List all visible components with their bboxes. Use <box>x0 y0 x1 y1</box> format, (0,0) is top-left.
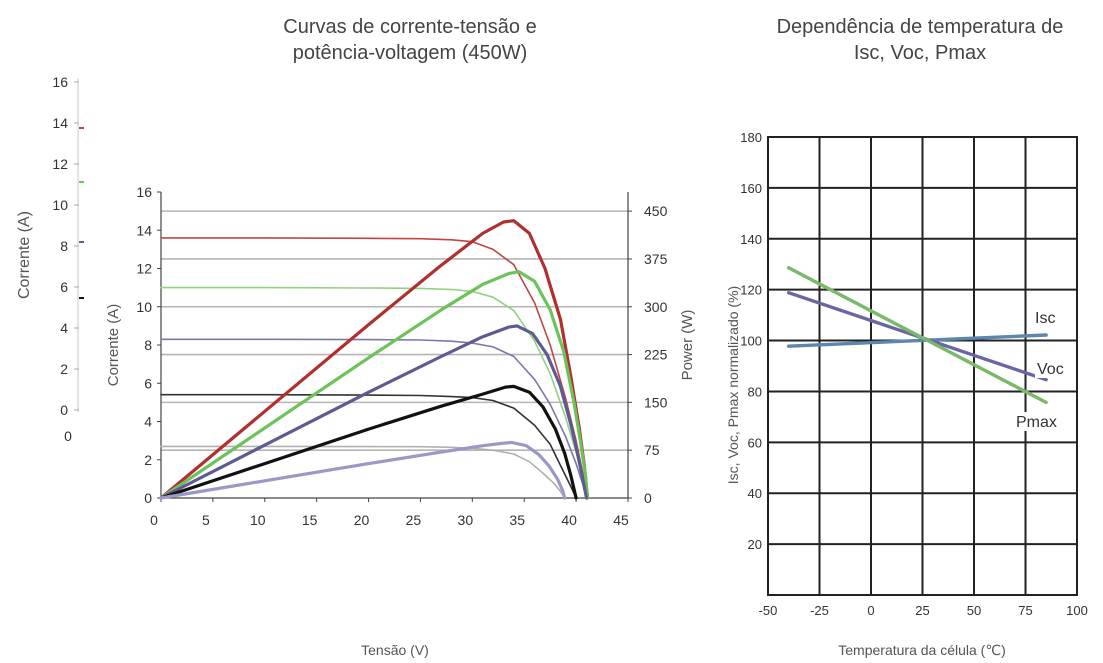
ghost-y-tick-label: 14 <box>52 115 68 131</box>
temp-x-tick-label: -25 <box>810 603 829 618</box>
temp-y-tick-label: 120 <box>740 283 762 298</box>
temp-series-label-bg <box>1035 359 1068 378</box>
temp-series-label-voc: Voc <box>1037 361 1064 378</box>
temp-series-isc <box>786 333 1048 348</box>
iv-y-tick-label: 2 <box>144 452 152 468</box>
iv-x-tick-label: 30 <box>458 512 474 528</box>
iv-y-axis-label: Corrente (A) <box>105 304 122 387</box>
temp-x-tick-label: 75 <box>1018 603 1032 618</box>
iv-curve-2 <box>160 338 588 499</box>
pv-curve-2 <box>159 324 589 500</box>
ghost-y-tick-label: 16 <box>52 74 68 90</box>
temp-x-tick-label: -50 <box>759 603 778 618</box>
iv-x-tick-label: 20 <box>354 512 370 528</box>
iv-y2-tick-label: 0 <box>644 490 652 506</box>
iv-x-tick-label: 5 <box>202 512 210 528</box>
temp-x-axis-label: Temperatura da célula (℃) <box>838 642 1005 658</box>
temp-x-tick-label: 100 <box>1066 603 1088 618</box>
iv-y-tick-label: 10 <box>136 299 152 315</box>
iv-y2-axis-label: Power (W) <box>679 310 696 381</box>
iv-y2-tick-label: 375 <box>644 251 668 267</box>
iv-x-tick-label: 25 <box>406 512 422 528</box>
iv-x-tick-label: 15 <box>302 512 318 528</box>
temp-y-axis-label: Isc, Voc, Pmax normalizado (%) <box>725 286 741 484</box>
temp-y-tick-label: 160 <box>740 181 762 196</box>
temp-y-tick-label: 40 <box>748 486 762 501</box>
ghost-y-tick-label: 2 <box>60 361 68 377</box>
iv-x-tick-label: 35 <box>509 512 525 528</box>
iv-curve-4 <box>160 445 566 499</box>
iv-y2-tick-label: 150 <box>644 394 668 410</box>
temp-series-label-bg <box>1033 308 1066 327</box>
ghost-y-axis-label: Corrente (A) <box>16 211 33 299</box>
pv-curve-1 <box>159 270 590 500</box>
temp-series-label-isc: Isc <box>1035 310 1055 327</box>
temp-series-label-bg <box>1014 412 1056 431</box>
temp-y-tick-label: 140 <box>740 232 762 247</box>
temp-x-tick-label: 25 <box>915 603 929 618</box>
iv-y-tick-label: 16 <box>136 184 152 200</box>
iv-y2-tick-label: 225 <box>644 347 668 363</box>
iv-y-tick-label: 0 <box>144 490 152 506</box>
temp-y-tick-label: 180 <box>740 130 762 145</box>
temp-series-pmax <box>786 266 1048 405</box>
iv-y2-tick-label: 450 <box>644 203 668 219</box>
pv-curve-3 <box>159 384 578 500</box>
ghost-y-tick-label: 10 <box>52 197 68 213</box>
iv-x-tick-label: 10 <box>250 512 266 528</box>
temp-series-label-pmax: Pmax <box>1016 414 1057 431</box>
ghost-y-tick-label: 0 <box>60 402 68 418</box>
ghost-y-tick-label: 12 <box>52 156 68 172</box>
ghost-y-tick-label: 8 <box>60 238 68 254</box>
iv-y-tick-label: 8 <box>144 337 152 353</box>
iv-y-tick-label: 14 <box>136 222 152 238</box>
temp-y-tick-label: 60 <box>748 435 762 450</box>
iv-y-tick-label: 6 <box>144 375 152 391</box>
ghost-y-tick-label: 6 <box>60 279 68 295</box>
ghost-y-tick-label: 4 <box>60 320 68 336</box>
iv-x-tick-label: 40 <box>561 512 577 528</box>
iv-x-axis-label: Tensão (V) <box>361 642 429 658</box>
ghost-x-tick-label: 0 <box>64 428 72 444</box>
pv-curve-4 <box>159 440 567 500</box>
iv-x-tick-label: 45 <box>613 512 629 528</box>
iv-curve-3 <box>160 393 577 499</box>
temp-x-tick-label: 0 <box>867 603 874 618</box>
iv-y-tick-label: 12 <box>136 261 152 277</box>
temp-y-tick-label: 80 <box>748 384 762 399</box>
iv-chart-title-line-2: potência-voltagem (450W) <box>292 42 528 64</box>
temp-y-tick-label: 20 <box>748 537 762 552</box>
iv-y-tick-label: 4 <box>144 414 152 430</box>
iv-y2-tick-label: 300 <box>644 299 668 315</box>
iv-x-tick-label: 0 <box>150 512 158 528</box>
iv-y2-tick-label: 75 <box>644 442 660 458</box>
temp-chart-title-line-1: Dependência de temperatura de <box>776 16 1064 38</box>
iv-chart-title-line-1: Curvas de corrente-tensão e <box>283 16 537 38</box>
iv-chart-title: Curvas de corrente-tensão e potência-vol… <box>200 14 620 66</box>
temp-x-tick-label: 50 <box>967 603 981 618</box>
temp-chart-title-line-2: Isc, Voc, Pmax <box>853 42 987 64</box>
temp-chart-title: Dependência de temperatura de Isc, Voc, … <box>740 14 1100 66</box>
temp-y-tick-label: 100 <box>740 334 762 349</box>
